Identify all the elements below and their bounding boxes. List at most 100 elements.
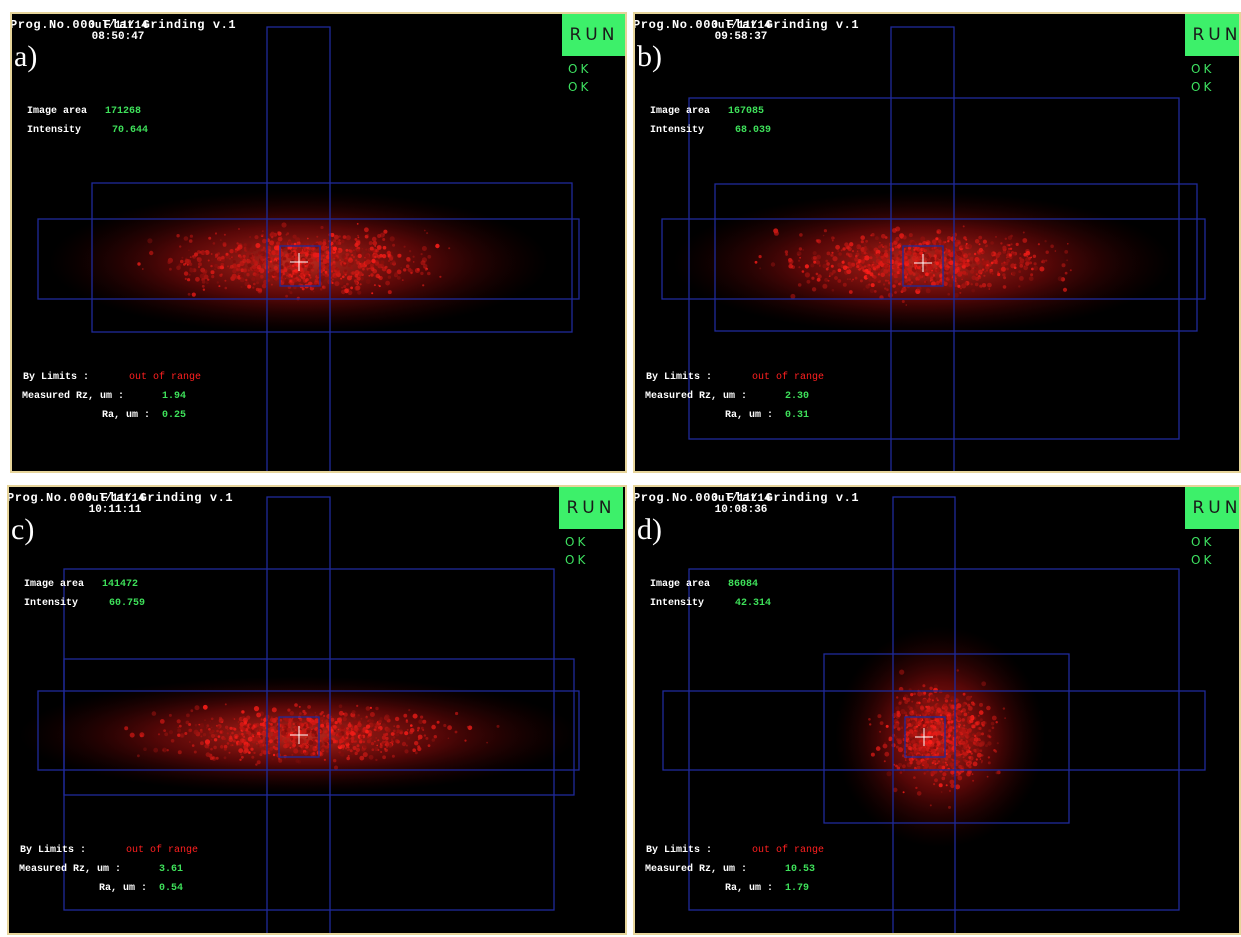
speckle [1007, 250, 1010, 253]
speckle [402, 279, 404, 281]
speckle [330, 714, 332, 716]
time: 10:08:36 [701, 504, 781, 516]
speckle [194, 751, 197, 754]
speckle [339, 280, 344, 285]
speckle [271, 284, 273, 286]
speckle [293, 717, 298, 722]
speckle [992, 256, 996, 260]
speckle [195, 724, 198, 727]
speckle [898, 283, 901, 286]
speckle [239, 732, 242, 735]
speckle [432, 738, 435, 741]
speckle [313, 252, 318, 257]
speckle [284, 242, 287, 245]
speckle [342, 748, 344, 750]
speckle [370, 273, 373, 276]
speckle [186, 721, 190, 725]
speckle [218, 735, 221, 738]
speckle [1001, 262, 1006, 267]
speckle [998, 252, 1002, 256]
speckle [1002, 273, 1005, 276]
speckle [916, 702, 919, 705]
speckle [308, 251, 311, 254]
speckle [922, 761, 926, 765]
speckle [966, 749, 968, 751]
speckle [977, 753, 982, 758]
speckle [993, 259, 998, 264]
speckle [906, 261, 908, 263]
speckle [219, 717, 222, 720]
speckle [930, 725, 933, 728]
speckle [323, 274, 325, 276]
speckle [849, 260, 852, 263]
speckle [189, 729, 192, 732]
speckle [909, 711, 914, 716]
speckle [990, 252, 993, 255]
speckle [822, 284, 827, 289]
speckle [1003, 707, 1005, 709]
speckle [357, 235, 359, 237]
speckle [961, 741, 963, 743]
speckle [920, 236, 925, 241]
speckle [823, 235, 825, 237]
speckle [913, 267, 915, 269]
speckle [906, 726, 908, 728]
speckle [334, 718, 336, 720]
speckle [301, 723, 304, 726]
speckle [331, 242, 333, 244]
speckle [206, 724, 209, 727]
speckle [958, 726, 960, 728]
speckle [813, 251, 817, 255]
speckle [216, 725, 218, 727]
speckle [375, 737, 377, 739]
speckle [195, 705, 200, 710]
speckle [850, 253, 853, 256]
speckle [341, 287, 343, 289]
speckle [885, 280, 887, 282]
speckle [402, 742, 406, 746]
speckle [922, 699, 927, 704]
speckle [220, 239, 222, 241]
speckle [392, 260, 395, 263]
speckle [211, 730, 214, 733]
run-status: RUN [559, 487, 623, 529]
speckle [898, 250, 902, 254]
speckle [898, 763, 902, 767]
speckle [913, 257, 915, 259]
speckle [306, 278, 309, 281]
speckle [894, 291, 897, 294]
speckle [907, 724, 909, 726]
speckle [985, 244, 988, 247]
speckle [189, 263, 192, 266]
speckle [331, 270, 333, 272]
speckle [903, 791, 905, 793]
speckle [169, 268, 172, 271]
speckle [369, 738, 371, 740]
speckle [983, 260, 986, 263]
speckle [951, 700, 953, 702]
time: 09:58:37 [701, 31, 781, 43]
speckle [271, 758, 274, 761]
speckle [270, 268, 272, 270]
speckle [1029, 261, 1032, 264]
speckle [422, 246, 427, 251]
speckle [899, 270, 901, 272]
speckle [206, 743, 208, 745]
speckle [934, 246, 937, 249]
speckle [324, 752, 326, 754]
speckle [192, 255, 194, 257]
speckle [366, 259, 371, 264]
speckle [339, 704, 343, 708]
speckle [254, 248, 257, 251]
speckle [842, 247, 845, 250]
speckle [392, 244, 395, 247]
speckle [242, 259, 246, 263]
speckle [370, 264, 374, 268]
speckle [391, 732, 395, 736]
speckle [214, 738, 217, 741]
speckle [976, 732, 981, 737]
speckle [952, 759, 955, 762]
speckle [388, 260, 390, 262]
speckle [968, 712, 970, 714]
speckle [251, 756, 254, 759]
